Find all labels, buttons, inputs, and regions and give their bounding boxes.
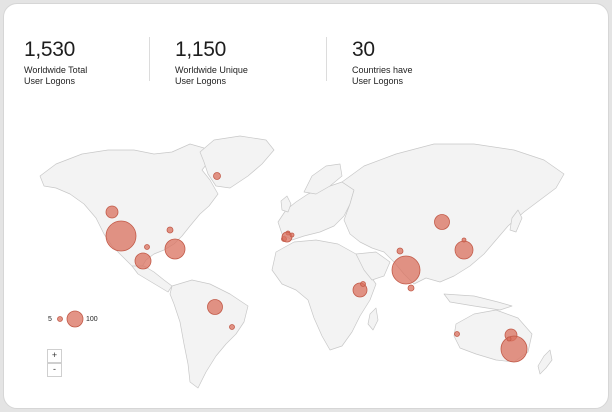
legend-large-bubble: [66, 310, 84, 328]
logon-bubble: [166, 226, 174, 234]
south-america-landmass: [169, 279, 249, 389]
logon-bubble: [144, 244, 150, 250]
stat-countries: 30 Countries have User Logons: [352, 38, 472, 87]
legend-bubbles: [57, 310, 84, 328]
africa-landmass: [271, 239, 377, 351]
greenland-landmass: [199, 135, 275, 189]
logon-bubble: [105, 220, 137, 252]
logon-bubble: [506, 336, 512, 342]
logon-bubble: [213, 172, 221, 180]
logon-map-card: 1,530 Worldwide Total User Logons 1,150 …: [3, 3, 609, 409]
logon-bubble: [229, 324, 235, 330]
north-america-landmass: [39, 143, 219, 271]
stat-unique-value: 1,150: [175, 38, 227, 61]
bubble-size-legend: 5 100: [48, 309, 108, 329]
logon-bubble: [454, 240, 474, 260]
logon-bubble: [434, 214, 450, 230]
logon-bubble: [105, 205, 119, 219]
legend-small-bubble: [57, 316, 63, 322]
stat-countries-value: 30: [352, 38, 375, 61]
zoom-in-button[interactable]: +: [47, 349, 62, 363]
stat-unique-label: Worldwide Unique User Logons: [175, 65, 248, 86]
logon-bubble: [164, 238, 186, 260]
logon-bubble: [360, 281, 366, 287]
madagascar-landmass: [367, 307, 379, 331]
world-map[interactable]: [4, 4, 608, 408]
stat-divider: [149, 37, 150, 81]
logon-bubble: [461, 237, 467, 243]
logon-bubble: [391, 255, 421, 285]
stat-total-value: 1,530: [24, 38, 76, 61]
stat-total-logons: 1,530 Worldwide Total User Logons: [24, 38, 144, 87]
stat-divider: [326, 37, 327, 81]
central-america-landmass: [131, 265, 173, 293]
legend-max-label: 100: [86, 316, 98, 323]
zoom-out-button[interactable]: -: [47, 363, 62, 377]
logon-bubble: [500, 335, 528, 363]
logon-bubble: [407, 284, 415, 292]
arabia-landmass: [355, 251, 391, 281]
logon-bubble: [134, 252, 152, 270]
stat-total-label: Worldwide Total User Logons: [24, 65, 88, 86]
logon-bubble: [289, 232, 295, 238]
logon-bubble: [207, 299, 223, 315]
legend-min-label: 5: [48, 316, 52, 323]
new-zealand-landmass: [537, 349, 553, 375]
uk-landmass: [280, 195, 292, 213]
stat-unique-logons: 1,150 Worldwide Unique User Logons: [175, 38, 295, 87]
indonesia-landmass: [443, 293, 513, 311]
japan-landmass: [509, 209, 523, 233]
scandinavia-landmass: [303, 163, 343, 195]
stat-countries-label: Countries have User Logons: [352, 65, 413, 86]
logon-bubble: [396, 247, 404, 255]
logon-bubble: [454, 331, 460, 337]
